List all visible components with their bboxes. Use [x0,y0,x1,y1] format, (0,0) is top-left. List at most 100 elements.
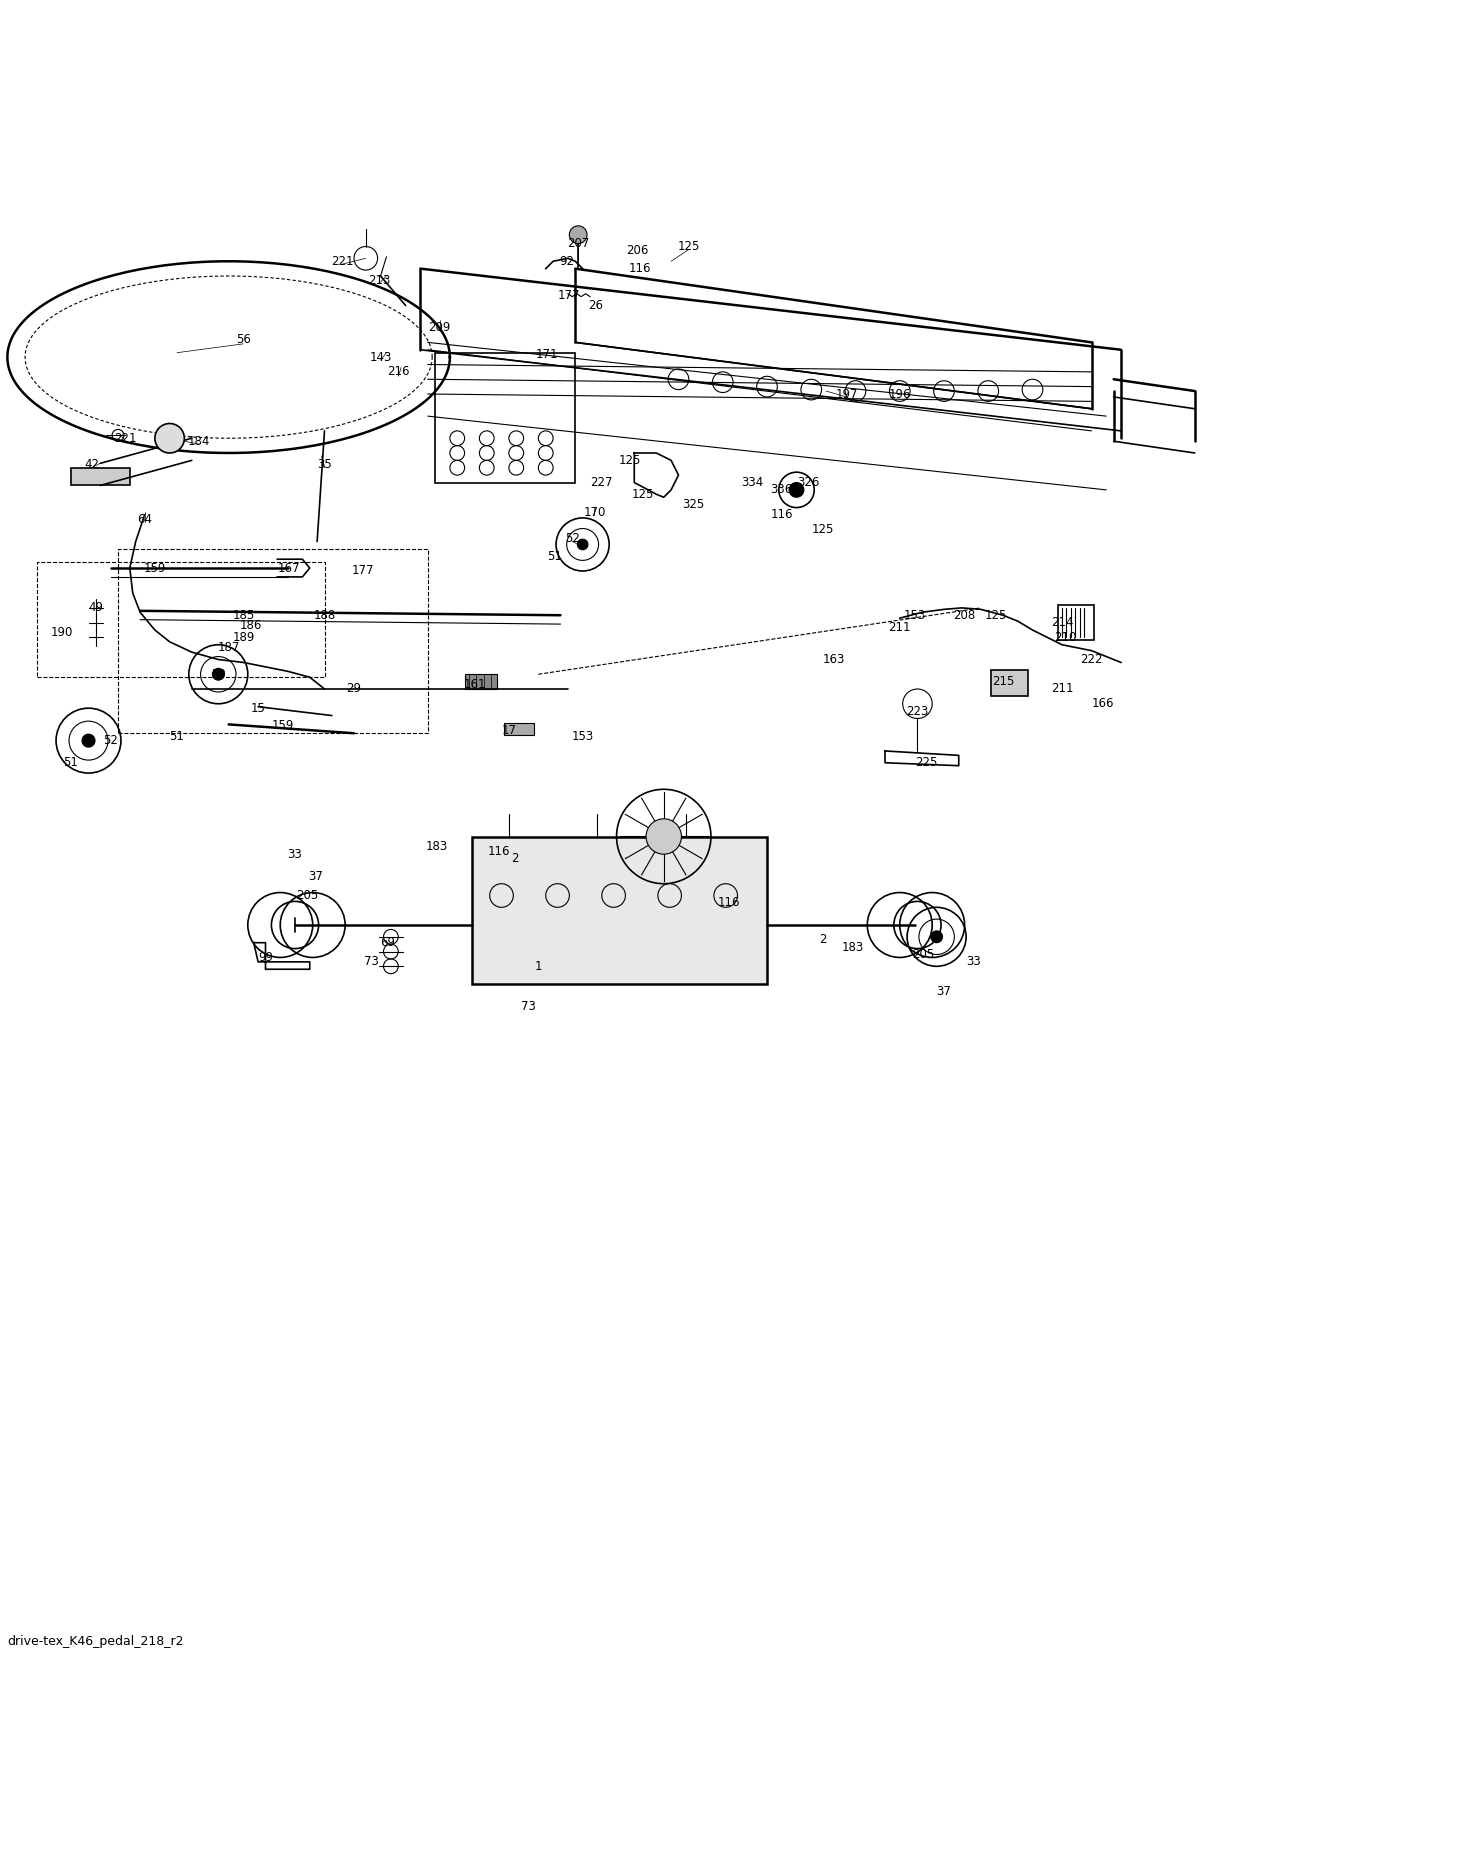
Text: 125: 125 [631,488,655,501]
Text: 37: 37 [308,870,323,882]
Circle shape [789,483,804,498]
Text: 116: 116 [628,263,652,276]
Text: 325: 325 [681,498,705,511]
Text: 26: 26 [589,300,603,313]
Text: 334: 334 [740,475,764,488]
Text: 49: 49 [88,601,103,614]
Text: 211: 211 [888,620,912,633]
Text: 225: 225 [914,757,938,770]
Text: 17: 17 [502,723,516,736]
Text: 125: 125 [984,609,1007,622]
Text: 183: 183 [425,840,448,853]
Bar [472,836,767,984]
Text: 326: 326 [796,475,820,488]
Text: 163: 163 [822,653,845,666]
Text: 153: 153 [903,609,926,622]
Text: 211: 211 [1050,683,1074,696]
Bar [991,670,1028,696]
Bar [71,468,130,485]
Text: 69: 69 [381,936,395,949]
Text: 197: 197 [835,387,858,400]
Text: 73: 73 [364,955,379,968]
Bar [435,353,575,483]
Text: 125: 125 [618,453,642,466]
Text: 159: 159 [143,562,167,575]
Text: 51: 51 [63,757,78,770]
Text: 196: 196 [888,387,912,400]
Text: 227: 227 [590,475,614,488]
Text: 336: 336 [770,483,794,496]
Text: 15: 15 [251,701,266,714]
Circle shape [212,668,224,681]
Text: 33: 33 [288,847,302,860]
Text: 216: 216 [386,366,410,379]
Text: 188: 188 [313,609,336,622]
Text: 187: 187 [217,642,240,655]
Text: 37: 37 [937,984,951,997]
Text: 35: 35 [317,459,332,472]
Text: 189: 189 [232,631,255,644]
Text: 222: 222 [1080,653,1103,666]
Text: 184: 184 [187,435,211,448]
Text: 213: 213 [367,274,391,287]
Text: 209: 209 [428,322,451,335]
Text: 50: 50 [211,668,226,681]
Text: 125: 125 [811,524,835,536]
Text: 185: 185 [232,609,255,622]
Text: 206: 206 [625,244,649,257]
Text: 183: 183 [841,940,864,953]
Text: 167: 167 [277,562,301,575]
Text: 177: 177 [351,564,375,577]
Bar [504,723,534,734]
Text: 221: 221 [330,255,354,268]
Text: 125: 125 [677,240,701,253]
Text: 143: 143 [369,352,392,364]
Text: 159: 159 [271,720,295,733]
Bar [465,673,497,688]
Text: 214: 214 [1050,616,1074,629]
Text: 52: 52 [565,533,580,546]
Bar [37,562,324,677]
Circle shape [569,226,587,244]
Circle shape [931,931,943,944]
Text: 221: 221 [114,431,137,444]
Text: 51: 51 [547,549,562,562]
Text: 92: 92 [559,255,574,268]
Text: 51: 51 [170,729,184,742]
Text: 2: 2 [510,853,519,866]
Circle shape [646,820,681,855]
Bar [1058,605,1094,640]
Text: 33: 33 [966,955,981,968]
Text: 116: 116 [487,845,510,858]
Text: 210: 210 [1053,631,1077,644]
Text: 177: 177 [558,289,581,302]
Text: 116: 116 [770,509,794,522]
Text: 29: 29 [347,683,361,696]
Text: 2: 2 [819,932,827,945]
Text: 170: 170 [583,505,606,518]
Text: 186: 186 [239,620,263,633]
Text: 166: 166 [1092,697,1115,710]
Text: 52: 52 [103,734,118,747]
Text: 153: 153 [571,729,594,742]
Circle shape [155,424,184,453]
Text: 223: 223 [906,705,929,718]
Text: 73: 73 [521,999,535,1012]
Text: 99: 99 [258,951,273,964]
Text: 42: 42 [84,459,99,472]
Text: 208: 208 [953,609,976,622]
Text: 1: 1 [534,960,543,973]
Text: 56: 56 [236,333,251,346]
Text: 171: 171 [535,348,559,361]
Text: 205: 205 [295,890,319,903]
Text: 205: 205 [912,947,935,960]
Text: 64: 64 [137,512,152,525]
Bar [118,549,428,733]
Text: 190: 190 [50,627,74,640]
Circle shape [83,734,94,747]
Text: 116: 116 [717,897,740,910]
Text: 207: 207 [566,237,590,250]
Text: 215: 215 [991,675,1015,688]
Circle shape [577,538,589,549]
Text: 161: 161 [463,679,487,692]
